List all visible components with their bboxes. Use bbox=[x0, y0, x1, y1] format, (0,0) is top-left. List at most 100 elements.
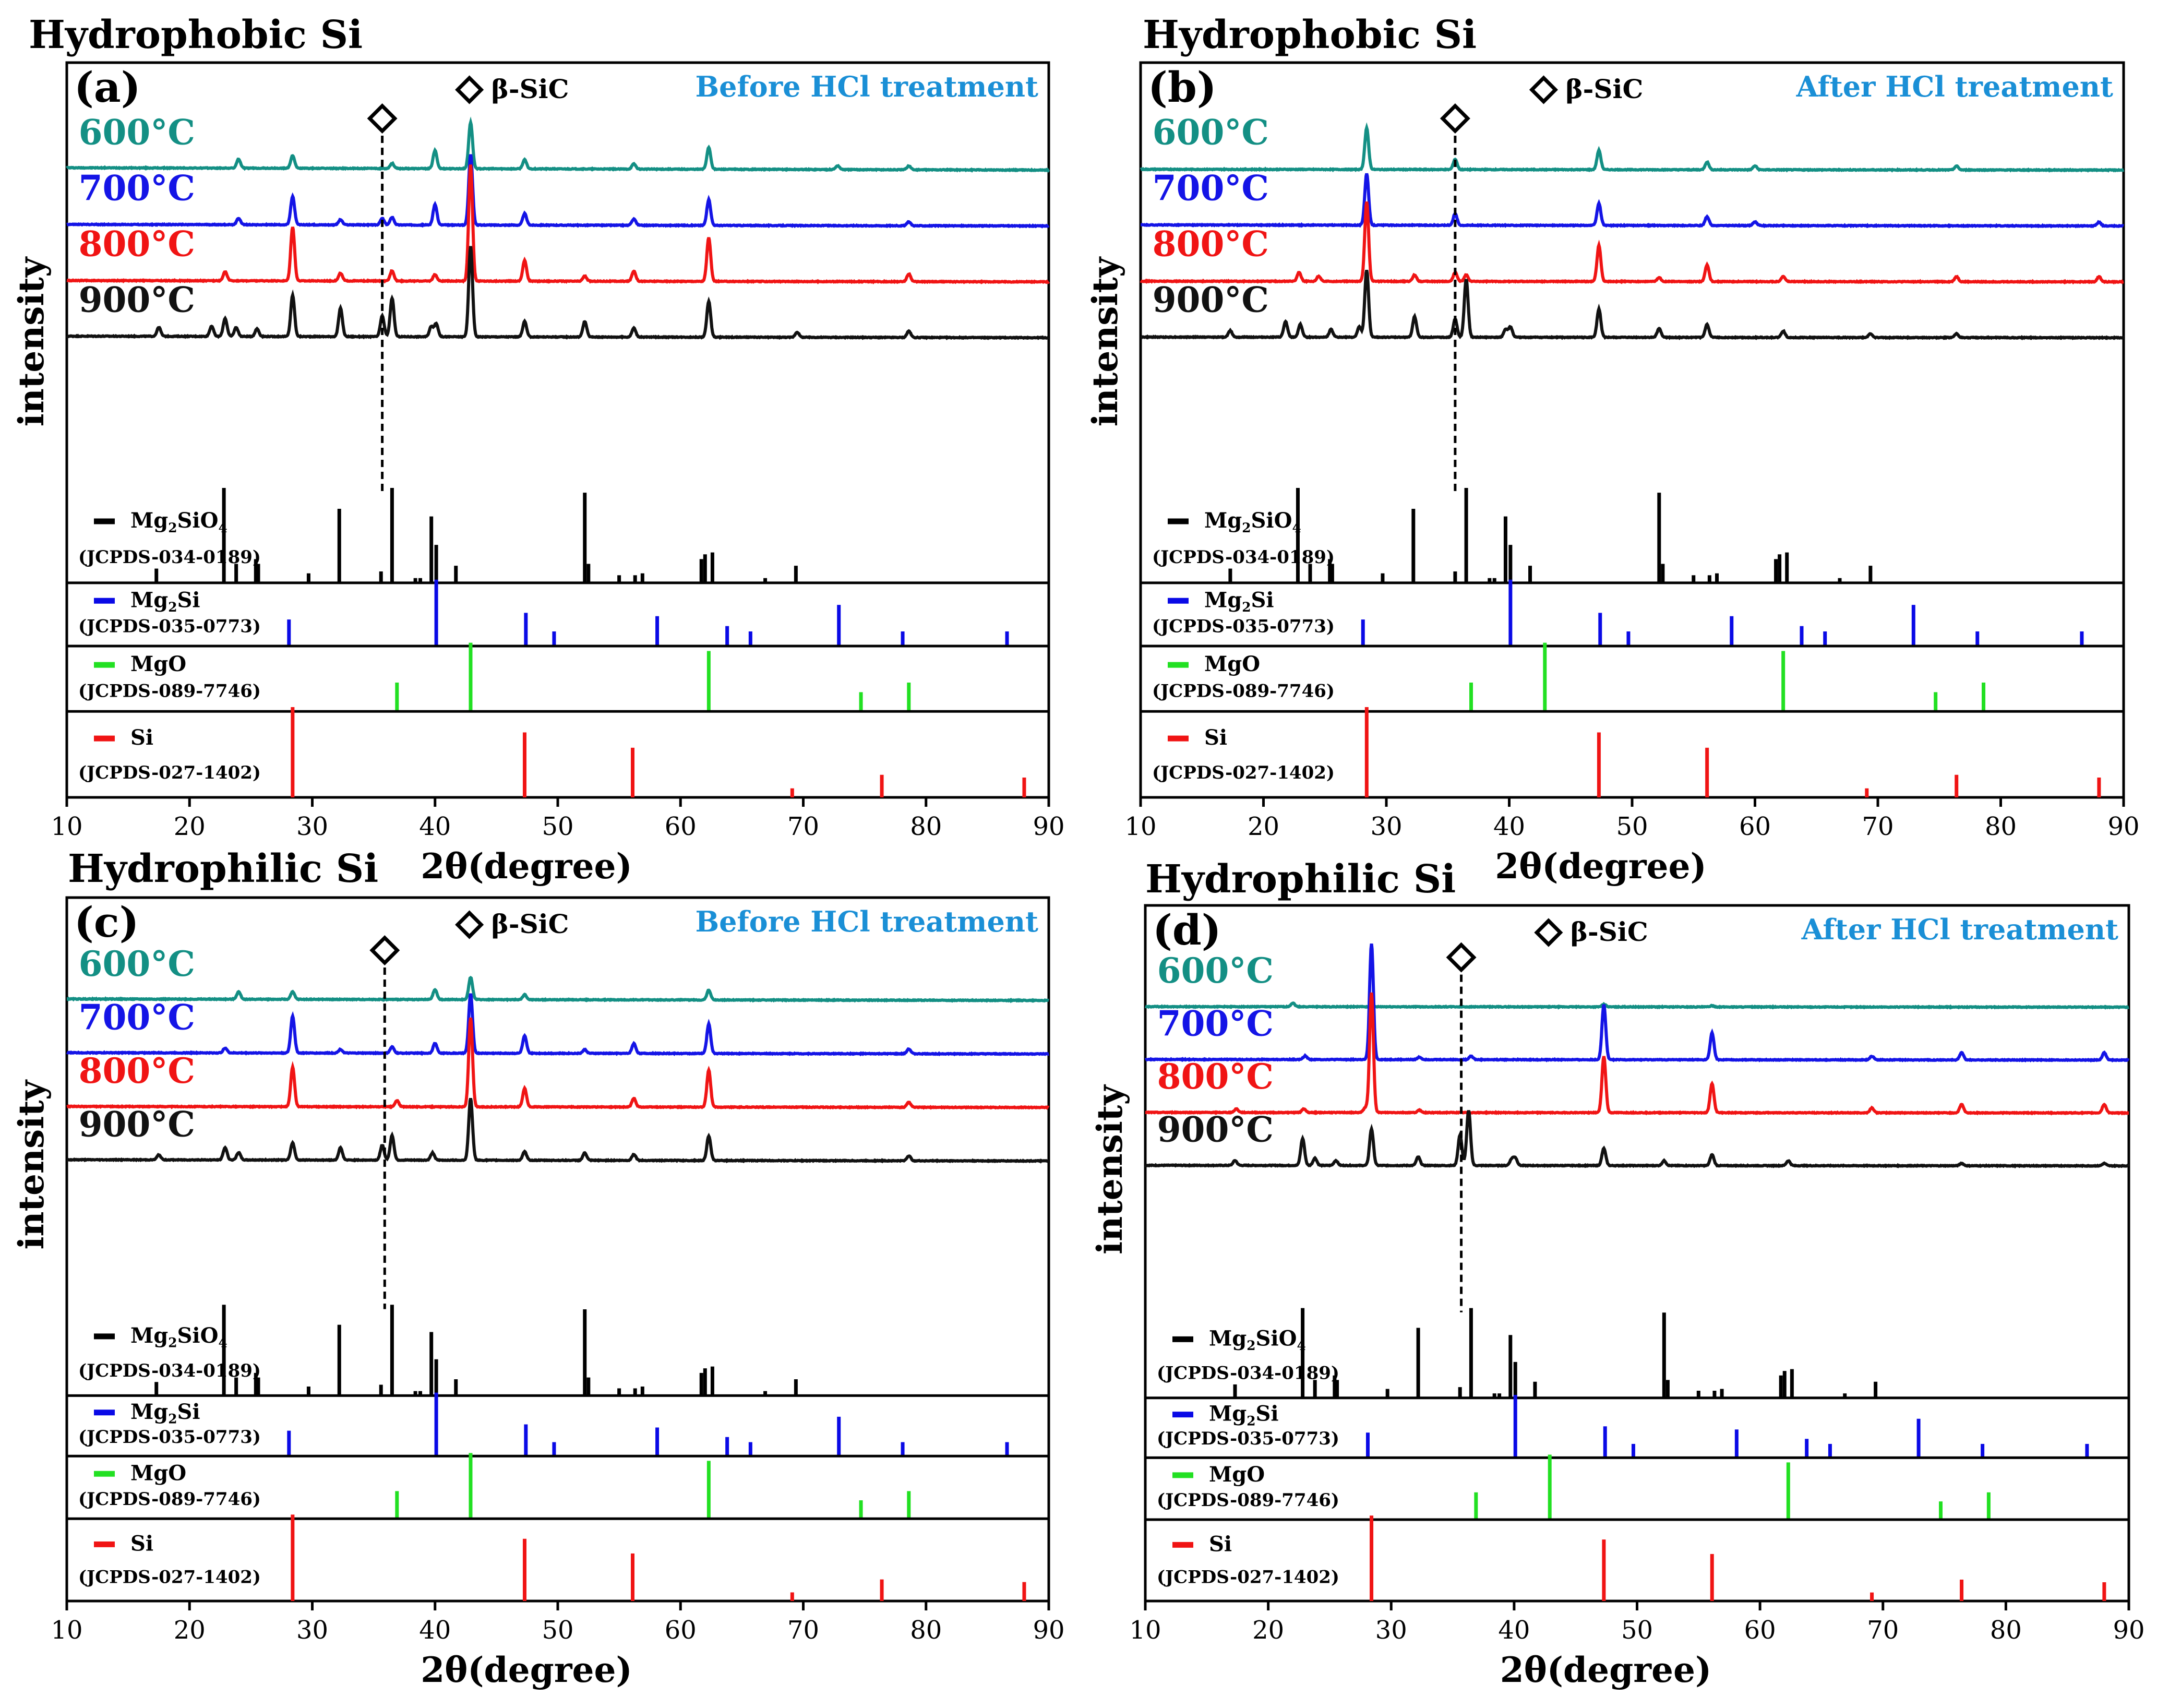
formula-part: Mg bbox=[130, 588, 168, 612]
x-tick-label: 10 bbox=[1124, 812, 1156, 841]
series-label: 600°C bbox=[1153, 112, 1269, 152]
series-label: 800°C bbox=[79, 1050, 195, 1091]
series-line-700 bbox=[1144, 943, 2130, 1063]
panel-label: (c) bbox=[74, 898, 139, 947]
formula-part: SiO bbox=[177, 1323, 219, 1348]
series-label: 800°C bbox=[1153, 224, 1269, 265]
reference-name: MgO bbox=[1209, 1462, 1265, 1487]
sic-diamond-marker bbox=[367, 103, 398, 134]
panel-label: (d) bbox=[1153, 905, 1221, 954]
sic-legend-label: β-SiC bbox=[1571, 916, 1648, 947]
series-label: 900°C bbox=[1157, 1109, 1274, 1150]
sic-diamond-marker bbox=[369, 935, 400, 966]
treatment-note: After HCl treatment bbox=[1801, 913, 2118, 946]
formula-part: Si bbox=[1209, 1532, 1232, 1556]
formula-part: Mg bbox=[1209, 1326, 1247, 1351]
series-label: 900°C bbox=[79, 1104, 195, 1144]
x-tick-label: 30 bbox=[296, 1616, 328, 1645]
x-tick-label: 80 bbox=[1985, 812, 2017, 841]
x-tick-label: 60 bbox=[1739, 812, 1771, 841]
reference-name: MgO bbox=[130, 1461, 186, 1485]
series-line-800 bbox=[66, 164, 1050, 284]
sic-diamond-marker bbox=[1440, 103, 1470, 134]
diamond-icon bbox=[1529, 75, 1559, 104]
panel-a: Hydrophobic Si (a) β-SiC Before HCl treatme… bbox=[11, 13, 1065, 887]
formula-part: Mg bbox=[130, 1400, 168, 1424]
diamond-icon bbox=[455, 910, 484, 939]
panel-d: Hydrophilic Si(d) β-SiC After HCl treatmen… bbox=[1089, 857, 2145, 1690]
series-line-700 bbox=[1141, 173, 2124, 229]
sample-title: Hydrophobic Si bbox=[29, 13, 363, 57]
reference-card: (JCPDS-034-0189) bbox=[78, 1360, 261, 1381]
reference-name: Si bbox=[1204, 725, 1227, 750]
x-tick-label: 80 bbox=[1990, 1616, 2022, 1645]
x-tick-label: 10 bbox=[1129, 1616, 1161, 1645]
reference-card: (JCPDS-089-7746) bbox=[78, 1489, 261, 1510]
x-tick-label: 70 bbox=[1862, 812, 1894, 841]
reference-name: Mg2SiO4 bbox=[130, 1323, 227, 1351]
reference-card: (JCPDS-035-0773) bbox=[78, 1427, 261, 1448]
reference-card: (JCPDS-035-0773) bbox=[78, 616, 261, 637]
formula-part: SiO bbox=[1251, 508, 1292, 533]
x-tick-label: 30 bbox=[1370, 812, 1402, 841]
series-label: 600°C bbox=[79, 943, 195, 984]
series-line-900 bbox=[1140, 270, 2125, 341]
sic-diamond-marker bbox=[1446, 942, 1477, 973]
x-tick-label: 80 bbox=[910, 1616, 942, 1645]
x-tick-label: 60 bbox=[1744, 1616, 1776, 1645]
formula-part: Mg bbox=[130, 508, 168, 533]
x-tick-label: 90 bbox=[1033, 1616, 1064, 1645]
series-label: 700°C bbox=[1157, 1004, 1274, 1044]
x-axis-label: 2θ(degree) bbox=[1500, 1650, 1711, 1690]
sample-title: Hydrophobic Si bbox=[1143, 13, 1477, 57]
series-label: 700°C bbox=[1153, 168, 1269, 209]
reference-name: Mg2Si bbox=[1204, 588, 1274, 615]
y-axis-label: intensity bbox=[1089, 1084, 1130, 1255]
reference-card: (JCPDS-034-0189) bbox=[78, 547, 261, 568]
x-tick-label: 50 bbox=[542, 1616, 573, 1645]
y-axis-label: intensity bbox=[11, 256, 52, 426]
x-tick-label: 70 bbox=[787, 812, 819, 841]
formula-part: SiO bbox=[1256, 1326, 1297, 1351]
reference-name: MgO bbox=[130, 652, 186, 676]
reference-card: (JCPDS-089-7746) bbox=[1152, 681, 1335, 702]
panel-b: Hydrophobic Si (b) β-SiC After HCl treatmen… bbox=[1085, 13, 2140, 887]
sample-title: Hydrophilic Si bbox=[68, 846, 378, 891]
treatment-note: Before HCl treatment bbox=[695, 70, 1038, 103]
series-label: 900°C bbox=[79, 280, 195, 320]
sic-legend-label: β-SiC bbox=[492, 74, 569, 104]
treatment-note: Before HCl treatment bbox=[695, 905, 1038, 938]
x-tick-label: 90 bbox=[1033, 812, 1064, 841]
subscript: 2 bbox=[168, 600, 177, 615]
series-line-800 bbox=[1140, 201, 2124, 285]
sic-legend-label: β-SiC bbox=[492, 909, 569, 939]
x-tick-label: 80 bbox=[910, 812, 942, 841]
x-tick-label: 90 bbox=[2113, 1616, 2144, 1645]
subscript: 2 bbox=[1242, 600, 1251, 615]
x-tick-label: 60 bbox=[665, 1616, 697, 1645]
x-tick-label: 50 bbox=[1616, 812, 1648, 841]
formula-part: Mg bbox=[1209, 1402, 1247, 1426]
x-tick-label: 30 bbox=[1375, 1616, 1407, 1645]
x-tick-label: 70 bbox=[787, 1616, 819, 1645]
formula-part: Si bbox=[1256, 1402, 1279, 1426]
series-line-800 bbox=[1145, 992, 2129, 1116]
series-line-800 bbox=[66, 1017, 1050, 1110]
series-label: 600°C bbox=[79, 112, 195, 152]
panel-c: Hydrophilic Si (c) β-SiC Before HCl treatme… bbox=[11, 846, 1065, 1690]
series-label: 600°C bbox=[1157, 950, 1274, 991]
x-tick-label: 30 bbox=[296, 812, 328, 841]
x-tick-label: 20 bbox=[174, 1616, 206, 1645]
x-tick-label: 20 bbox=[1248, 812, 1279, 841]
formula-part: Mg bbox=[1204, 588, 1242, 612]
reference-card: (JCPDS-089-7746) bbox=[78, 681, 261, 702]
subscript: 2 bbox=[168, 1412, 177, 1427]
series-line-600 bbox=[65, 116, 1050, 173]
reference-name: Mg2Si bbox=[1209, 1402, 1279, 1429]
x-axis-label: 2θ(degree) bbox=[421, 1650, 632, 1690]
diamond-icon bbox=[455, 75, 484, 104]
formula-part: Si bbox=[1251, 588, 1274, 612]
x-tick-label: 50 bbox=[1621, 1616, 1653, 1645]
x-tick-label: 10 bbox=[51, 1616, 82, 1645]
